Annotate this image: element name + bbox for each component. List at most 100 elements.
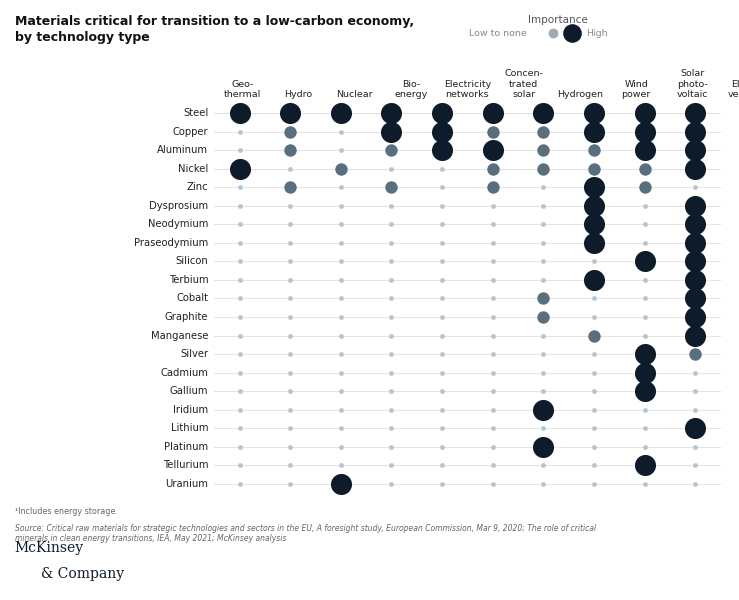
- Point: [487, 386, 499, 396]
- Text: Cadmium: Cadmium: [160, 368, 208, 377]
- Point: [285, 386, 296, 396]
- Point: [638, 275, 650, 285]
- Point: [234, 220, 245, 229]
- Point: [588, 164, 600, 173]
- Point: [487, 220, 499, 229]
- Point: [436, 461, 448, 470]
- Point: [588, 479, 600, 488]
- Point: [335, 238, 347, 248]
- Point: [487, 127, 499, 136]
- Point: [588, 293, 600, 303]
- Point: [638, 442, 650, 452]
- Point: [689, 349, 701, 359]
- Point: [689, 220, 701, 229]
- Point: [638, 349, 650, 359]
- Point: [285, 405, 296, 415]
- Text: Manganese: Manganese: [151, 331, 208, 341]
- Text: Zinc: Zinc: [187, 182, 208, 192]
- Point: [335, 368, 347, 377]
- Point: [638, 405, 650, 415]
- Point: [537, 349, 549, 359]
- Point: [638, 182, 650, 192]
- Point: [487, 293, 499, 303]
- Point: [638, 479, 650, 488]
- Point: [234, 201, 245, 211]
- Point: [436, 386, 448, 396]
- Point: [335, 479, 347, 488]
- Text: Uranium: Uranium: [166, 479, 208, 489]
- Point: [487, 424, 499, 433]
- Point: [234, 424, 245, 433]
- Point: [537, 182, 549, 192]
- Text: Praseodymium: Praseodymium: [134, 238, 208, 248]
- Point: [689, 238, 701, 248]
- Text: Bio-
energy: Bio- energy: [395, 80, 428, 99]
- Point: [234, 164, 245, 173]
- Point: [638, 164, 650, 173]
- Point: [537, 442, 549, 452]
- Point: [588, 238, 600, 248]
- Point: [436, 312, 448, 322]
- Point: [436, 109, 448, 118]
- Point: [588, 349, 600, 359]
- Point: [537, 331, 549, 340]
- Point: [487, 109, 499, 118]
- Point: [487, 442, 499, 452]
- Point: [335, 220, 347, 229]
- Point: [436, 479, 448, 488]
- Point: [689, 424, 701, 433]
- Point: [689, 201, 701, 211]
- Point: [487, 331, 499, 340]
- Text: Platinum: Platinum: [164, 442, 208, 452]
- Point: [386, 293, 398, 303]
- Point: [638, 331, 650, 340]
- Point: [537, 293, 549, 303]
- Text: Hydrogen: Hydrogen: [557, 90, 603, 99]
- Point: [436, 405, 448, 415]
- Point: [285, 257, 296, 266]
- Point: [588, 424, 600, 433]
- Point: [234, 368, 245, 377]
- Text: Copper: Copper: [173, 127, 208, 137]
- Point: [335, 275, 347, 285]
- Point: [537, 220, 549, 229]
- Text: Silver: Silver: [180, 349, 208, 359]
- Text: Gallium: Gallium: [170, 386, 208, 396]
- Text: Source: Critical raw materials for strategic technologies and sectors in the EU,: Source: Critical raw materials for strat…: [15, 524, 596, 543]
- Point: [285, 424, 296, 433]
- Point: [335, 257, 347, 266]
- Point: [436, 182, 448, 192]
- Point: [386, 386, 398, 396]
- Point: [386, 127, 398, 136]
- Text: Aluminum: Aluminum: [157, 145, 208, 155]
- Point: [487, 238, 499, 248]
- Point: [386, 479, 398, 488]
- Point: [588, 145, 600, 155]
- Point: [386, 424, 398, 433]
- Point: [436, 127, 448, 136]
- Point: [588, 442, 600, 452]
- Text: Electric
vehicles¹: Electric vehicles¹: [727, 80, 739, 99]
- Point: [638, 257, 650, 266]
- Text: Electricity
networks: Electricity networks: [444, 80, 491, 99]
- Point: [285, 164, 296, 173]
- Point: [638, 220, 650, 229]
- Point: [386, 238, 398, 248]
- Point: [537, 238, 549, 248]
- Point: [386, 257, 398, 266]
- Point: [285, 312, 296, 322]
- Point: [487, 182, 499, 192]
- Point: [638, 312, 650, 322]
- Point: [487, 164, 499, 173]
- Text: High: High: [586, 28, 607, 37]
- Point: [588, 368, 600, 377]
- Point: [285, 182, 296, 192]
- Point: [234, 442, 245, 452]
- Point: [234, 238, 245, 248]
- Point: [588, 331, 600, 340]
- Point: [436, 293, 448, 303]
- Point: [638, 461, 650, 470]
- Point: [487, 479, 499, 488]
- Text: Steel: Steel: [183, 108, 208, 118]
- Text: Iridium: Iridium: [173, 405, 208, 415]
